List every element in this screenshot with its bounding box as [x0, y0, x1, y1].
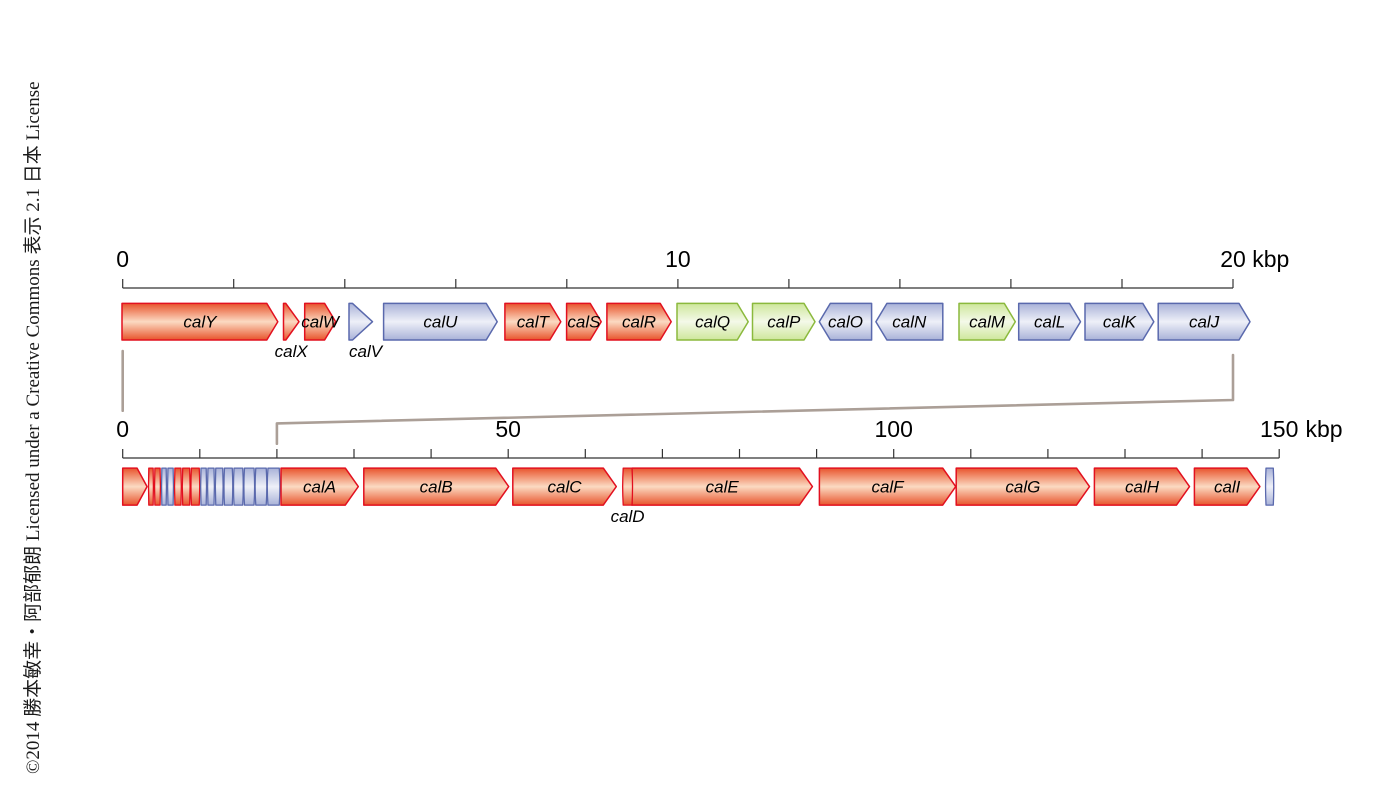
- svg-text:calY: calY: [183, 313, 218, 332]
- svg-text:calM: calM: [969, 313, 1006, 332]
- svg-text:calH: calH: [1125, 477, 1160, 496]
- svg-text:calI: calI: [1214, 477, 1241, 496]
- svg-text:50: 50: [495, 416, 521, 442]
- svg-text:100: 100: [875, 416, 913, 442]
- svg-text:0: 0: [116, 416, 129, 442]
- svg-text:20: 20: [1220, 246, 1246, 272]
- svg-text:calA: calA: [303, 477, 336, 496]
- svg-text:150: 150: [1260, 416, 1298, 442]
- svg-text:calN: calN: [892, 313, 927, 332]
- svg-text:calU: calU: [423, 313, 458, 332]
- svg-text:calW: calW: [301, 313, 341, 332]
- svg-text:calD: calD: [611, 507, 645, 526]
- svg-text:calB: calB: [420, 477, 453, 496]
- svg-text:0: 0: [116, 246, 129, 272]
- svg-text:calR: calR: [622, 313, 656, 332]
- svg-text:calJ: calJ: [1189, 313, 1220, 332]
- svg-text:calE: calE: [706, 477, 740, 496]
- svg-text:calF: calF: [871, 477, 905, 496]
- svg-text:kbp: kbp: [1252, 246, 1289, 272]
- svg-text:calO: calO: [828, 313, 863, 332]
- svg-text:calC: calC: [547, 477, 582, 496]
- svg-text:calG: calG: [1005, 477, 1040, 496]
- svg-text:calT: calT: [517, 313, 551, 332]
- svg-text:calV: calV: [349, 342, 384, 361]
- svg-text:calL: calL: [1034, 313, 1065, 332]
- svg-text:calX: calX: [275, 342, 309, 361]
- svg-text:calQ: calQ: [695, 313, 730, 332]
- svg-text:calP: calP: [767, 313, 801, 332]
- svg-text:calK: calK: [1103, 313, 1137, 332]
- svg-text:10: 10: [665, 246, 691, 272]
- svg-text:calS: calS: [567, 313, 601, 332]
- svg-text:kbp: kbp: [1306, 416, 1343, 442]
